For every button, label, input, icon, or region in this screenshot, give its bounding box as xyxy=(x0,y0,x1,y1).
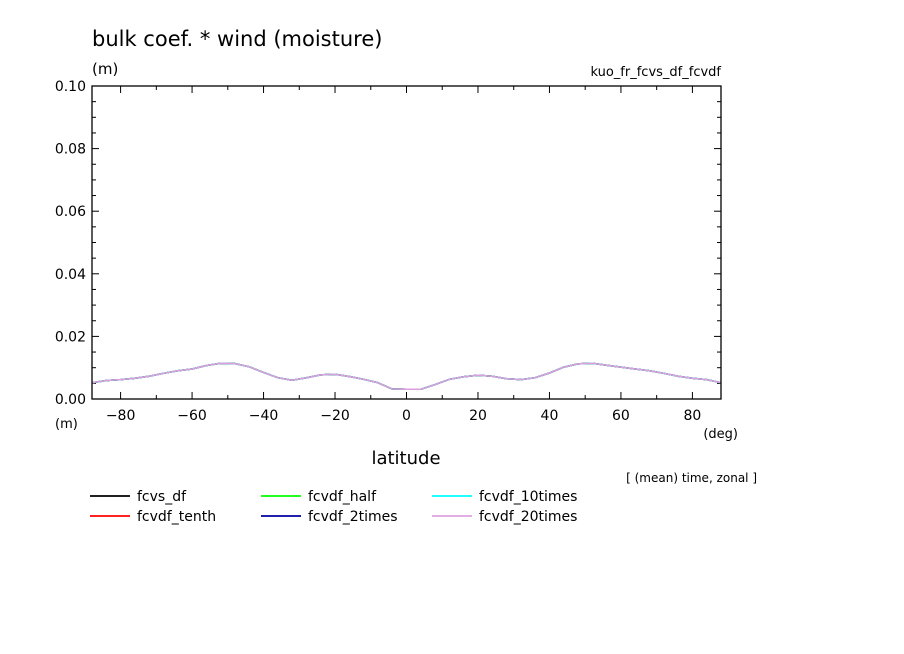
x-tick-label: −60 xyxy=(177,408,207,424)
legend-label-fcvdf_tenth: fcvdf_tenth xyxy=(137,509,216,525)
legend-label-fcvdf_20times: fcvdf_20times xyxy=(479,509,577,525)
x-axis-label: latitude xyxy=(371,448,440,469)
legend: fcvs_df fcvdf_tenth fcvdf_half fcvdf_2times… xyxy=(90,489,577,525)
y-tick-label: 0.02 xyxy=(55,329,86,345)
x-tick-label: 0 xyxy=(402,408,411,424)
y-unit-bottom: (m) xyxy=(55,417,78,432)
mean-note: [ (mean) time, zonal ] xyxy=(626,471,757,485)
x-tick-label: −80 xyxy=(106,408,136,424)
x-tick-label: −20 xyxy=(320,408,350,424)
y-tick-label: 0.08 xyxy=(55,142,86,158)
x-tick-label: 20 xyxy=(469,408,487,424)
series-lines xyxy=(91,362,722,391)
y-unit-top: (m) xyxy=(92,60,118,78)
y-tick-label: 0.04 xyxy=(55,267,86,283)
legend-label-fcvs_df: fcvs_df xyxy=(137,489,187,505)
legend-label-fcvdf_half: fcvdf_half xyxy=(308,489,377,505)
x-tick-label: 60 xyxy=(612,408,630,424)
x-unit: (deg) xyxy=(703,427,738,442)
x-tick-label: 80 xyxy=(683,408,701,424)
axis-ticks xyxy=(92,85,721,400)
tick-labels: −80 −60 −40 −20 0 20 40 60 80 0.00 0.02 0.04 0.06 0.0… xyxy=(55,79,701,424)
plot-frame xyxy=(91,85,722,400)
legend-label-fcvdf_10times: fcvdf_10times xyxy=(479,489,577,505)
experiment-label: kuo_fr_fcvs_df_fcvdf xyxy=(590,65,721,80)
legend-label-fcvdf_2times: fcvdf_2times xyxy=(308,509,398,525)
x-tick-label: 40 xyxy=(541,408,559,424)
y-tick-label: 0.10 xyxy=(55,79,86,95)
chart-title: bulk coef. * wind (moisture) xyxy=(92,27,382,51)
y-tick-label: 0.06 xyxy=(55,204,86,220)
series-line-fcvdf_20times xyxy=(91,362,722,391)
y-tick-label: 0.00 xyxy=(55,392,86,408)
x-tick-label: −40 xyxy=(249,408,279,424)
